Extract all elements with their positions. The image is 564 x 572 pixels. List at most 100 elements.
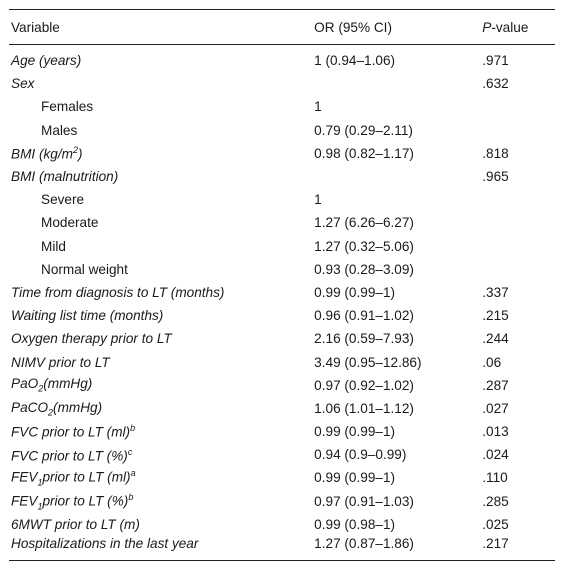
row-label: Hospitalizations in the last year <box>9 535 313 561</box>
table-row: FVC prior to LT (%)c 0.94 (0.9–0.99) .02… <box>9 443 555 466</box>
row-label: Normal weight <box>41 261 128 277</box>
row-label-sup: c <box>127 446 133 457</box>
row-p: .337 <box>482 284 509 300</box>
table-row: Sex .632 <box>9 72 555 95</box>
row-label: Oxygen therapy prior to LT <box>11 331 172 347</box>
row-label-sub: 1 <box>37 500 43 511</box>
row-label-sub: 2 <box>38 384 44 395</box>
row-label: Mild <box>41 238 66 254</box>
row-p <box>480 95 555 118</box>
row-or: 0.99 (0.98–1) <box>314 516 396 532</box>
row-label-main: BMI (kg/m <box>11 146 73 162</box>
row-label-suffix: prior to LT (ml) <box>42 469 131 485</box>
row-or: 1 <box>314 99 322 115</box>
table-row: FEV1prior to LT (%)b 0.97 (0.91–1.03) .2… <box>9 490 555 513</box>
table-row: BMI (kg/m2) 0.98 (0.82–1.17) .818 <box>9 142 555 165</box>
row-label-suffix: (mmHg) <box>53 399 103 415</box>
row-p: .215 <box>482 308 509 324</box>
table-row: Normal weight 0.93 (0.28–3.09) <box>9 258 555 281</box>
row-or: 0.96 (0.91–1.02) <box>314 308 414 324</box>
row-label: Males <box>41 122 78 138</box>
row-p: .06 <box>482 354 502 370</box>
row-p: .244 <box>482 331 509 347</box>
row-p: .632 <box>482 76 509 92</box>
table-row: Moderate 1.27 (6.26–6.27) <box>9 211 555 234</box>
row-or: 1.27 (6.26–6.27) <box>314 215 414 231</box>
row-p: .285 <box>482 493 509 509</box>
row-p: .024 <box>482 447 509 463</box>
table-row: NIMV prior to LT 3.49 (0.95–12.86) .06 <box>9 350 555 373</box>
row-or: 0.97 (0.92–1.02) <box>314 377 414 393</box>
table-row: Oxygen therapy prior to LT 2.16 (0.59–7.… <box>9 327 555 350</box>
row-label: NIMV prior to LT <box>11 354 110 370</box>
row-or: 0.94 (0.9–0.99) <box>314 447 407 463</box>
row-p: .110 <box>482 470 508 486</box>
row-or: 1 <box>314 192 322 208</box>
row-p: .965 <box>482 169 509 185</box>
table-row: FEV1prior to LT (ml)a 0.99 (0.99–1) .110 <box>9 466 555 489</box>
row-or: 0.99 (0.99–1) <box>314 424 396 440</box>
row-p <box>480 188 555 211</box>
table-row: Males 0.79 (0.29–2.11) <box>9 119 555 142</box>
row-p: .818 <box>482 145 509 161</box>
row-p <box>480 258 555 281</box>
row-p: .287 <box>482 377 509 393</box>
row-p: .025 <box>482 516 509 532</box>
table-row: Severe 1 <box>9 188 555 211</box>
row-or: 2.16 (0.59–7.93) <box>314 331 414 347</box>
row-label-sup: b <box>128 491 134 502</box>
row-label: BMI (malnutrition) <box>11 169 119 185</box>
odds-ratio-table: Variable OR (95% CI) P-value Age (years)… <box>9 9 555 561</box>
row-label-suffix: ) <box>77 146 83 162</box>
row-p: .027 <box>482 400 509 416</box>
row-label: PaO2(mmHg) <box>9 374 312 397</box>
row-or: 1 (0.94–1.06) <box>314 53 396 69</box>
row-label: PaCO2(mmHg) <box>9 397 312 420</box>
row-or: 0.99 (0.99–1) <box>314 284 396 300</box>
row-or <box>312 72 480 95</box>
header-p-value: P-value <box>480 9 555 45</box>
table-row: Mild 1.27 (0.32–5.06) <box>9 235 555 258</box>
row-or <box>312 165 480 188</box>
row-label: FEV1prior to LT (%)b <box>9 490 312 513</box>
row-or: 3.49 (0.95–12.86) <box>314 354 422 370</box>
header-variable: Variable <box>9 9 313 45</box>
row-label-suffix: (mmHg) <box>43 376 93 392</box>
row-label-main: FEV <box>11 493 38 509</box>
row-label: FVC prior to LT (ml)b <box>9 420 312 443</box>
row-p: .217 <box>480 535 555 561</box>
row-label-sup: a <box>130 468 136 479</box>
row-label-main: FVC prior to LT (ml) <box>11 424 131 440</box>
row-or: 1.06 (1.01–1.12) <box>314 400 414 416</box>
row-p <box>480 119 555 142</box>
row-or: 1.27 (0.32–5.06) <box>314 238 414 254</box>
row-p: .971 <box>482 53 509 69</box>
row-label: Age (years) <box>11 53 82 69</box>
header-p-letter: P <box>482 19 492 35</box>
table-row: Age (years) 1 (0.94–1.06) .971 <box>9 45 555 73</box>
row-p <box>480 211 555 234</box>
row-label: Waiting list time (months) <box>11 308 164 324</box>
row-or: 0.99 (0.99–1) <box>314 470 396 486</box>
row-label: Severe <box>41 192 85 208</box>
row-label-sub: 1 <box>37 477 43 488</box>
row-label-main: PaCO <box>11 399 49 415</box>
table-row: Hospitalizations in the last year 1.27 (… <box>9 535 555 561</box>
table-row: FVC prior to LT (ml)b 0.99 (0.99–1) .013 <box>9 420 555 443</box>
row-label: Sex <box>11 76 35 92</box>
row-label: Moderate <box>41 215 99 231</box>
row-label: Time from diagnosis to LT (months) <box>11 284 225 300</box>
table-row: PaCO2(mmHg) 1.06 (1.01–1.12) .027 <box>9 397 555 420</box>
row-or: 0.98 (0.82–1.17) <box>314 145 414 161</box>
table-row: 6MWT prior to LT (m) 0.99 (0.98–1) .025 <box>9 513 555 536</box>
row-label-main: FEV <box>11 469 38 485</box>
table-row: BMI (malnutrition) .965 <box>9 165 555 188</box>
table-row: Waiting list time (months) 0.96 (0.91–1.… <box>9 304 555 327</box>
row-label: FEV1prior to LT (ml)a <box>9 466 312 489</box>
row-or: 0.79 (0.29–2.11) <box>314 122 413 138</box>
row-label-main: PaO <box>11 376 39 392</box>
row-label-sub: 2 <box>48 407 54 418</box>
row-label-main: FVC prior to LT (%) <box>11 448 128 464</box>
row-or: 0.97 (0.91–1.03) <box>314 493 414 509</box>
row-label: 6MWT prior to LT (m) <box>11 516 140 532</box>
